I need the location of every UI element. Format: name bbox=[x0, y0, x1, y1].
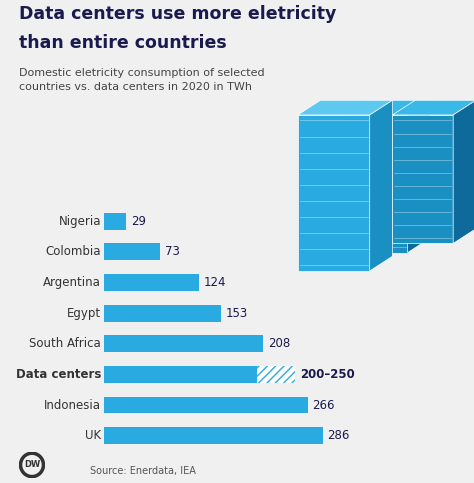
Polygon shape bbox=[298, 100, 392, 115]
Bar bbox=[104, 274, 199, 291]
Text: 208: 208 bbox=[268, 337, 290, 350]
Bar bbox=[104, 305, 221, 322]
Text: 29: 29 bbox=[131, 215, 146, 228]
Polygon shape bbox=[408, 100, 430, 253]
FancyBboxPatch shape bbox=[341, 115, 408, 253]
Text: 266: 266 bbox=[312, 398, 335, 412]
Bar bbox=[104, 213, 127, 229]
Polygon shape bbox=[453, 100, 474, 243]
Text: 200–250: 200–250 bbox=[300, 368, 355, 381]
FancyBboxPatch shape bbox=[298, 115, 370, 271]
Text: Nigeria: Nigeria bbox=[59, 215, 101, 228]
Bar bbox=[104, 366, 257, 383]
Polygon shape bbox=[392, 100, 474, 115]
Text: South Africa: South Africa bbox=[29, 337, 101, 350]
FancyBboxPatch shape bbox=[392, 115, 453, 243]
Text: Colombia: Colombia bbox=[46, 245, 101, 258]
Text: Argentina: Argentina bbox=[43, 276, 101, 289]
Text: Source: Enerdata, IEA: Source: Enerdata, IEA bbox=[90, 466, 196, 476]
Text: Data centers use more eletricity: Data centers use more eletricity bbox=[19, 5, 337, 23]
Bar bbox=[104, 397, 308, 413]
Text: Data centers: Data centers bbox=[16, 368, 101, 381]
Text: 153: 153 bbox=[226, 307, 248, 320]
Text: Egypt: Egypt bbox=[67, 307, 101, 320]
Text: Domestic eletricity consumption of selected
countries vs. data centers in 2020 i: Domestic eletricity consumption of selec… bbox=[19, 68, 264, 92]
Polygon shape bbox=[370, 100, 392, 271]
Bar bbox=[104, 335, 263, 352]
Bar bbox=[104, 427, 323, 444]
Text: 73: 73 bbox=[164, 245, 180, 258]
Polygon shape bbox=[341, 100, 430, 115]
Text: than entire countries: than entire countries bbox=[19, 34, 227, 52]
Text: 286: 286 bbox=[328, 429, 350, 442]
Text: Indonesia: Indonesia bbox=[44, 398, 101, 412]
Text: DW: DW bbox=[24, 460, 40, 469]
Bar bbox=[257, 366, 295, 383]
Text: UK: UK bbox=[85, 429, 101, 442]
Text: 124: 124 bbox=[204, 276, 226, 289]
Bar bbox=[104, 243, 160, 260]
